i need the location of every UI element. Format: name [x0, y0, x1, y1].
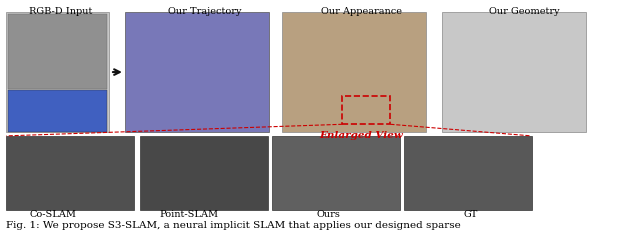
Text: Our Trajectory: Our Trajectory	[168, 7, 241, 16]
Text: Ours: Ours	[316, 209, 340, 218]
Text: Enlarged View: Enlarged View	[320, 131, 403, 140]
FancyBboxPatch shape	[282, 13, 426, 133]
FancyBboxPatch shape	[404, 136, 532, 210]
FancyBboxPatch shape	[6, 13, 109, 133]
Text: Fig. 1: We propose S3-SLAM, a neural implicit SLAM that applies our designed spa: Fig. 1: We propose S3-SLAM, a neural imp…	[6, 220, 461, 229]
FancyBboxPatch shape	[442, 13, 586, 133]
FancyBboxPatch shape	[272, 136, 400, 210]
Text: Point-SLAM: Point-SLAM	[159, 209, 218, 218]
Text: GT: GT	[463, 209, 477, 218]
Text: Our Appearance: Our Appearance	[321, 7, 402, 16]
FancyBboxPatch shape	[125, 13, 269, 133]
FancyBboxPatch shape	[8, 91, 107, 132]
FancyBboxPatch shape	[6, 136, 134, 210]
Text: Our Geometry: Our Geometry	[490, 7, 560, 16]
FancyBboxPatch shape	[8, 15, 107, 90]
FancyBboxPatch shape	[140, 136, 268, 210]
Text: Co-SLAM: Co-SLAM	[29, 209, 77, 218]
Text: RGB-D Input: RGB-D Input	[29, 7, 93, 16]
